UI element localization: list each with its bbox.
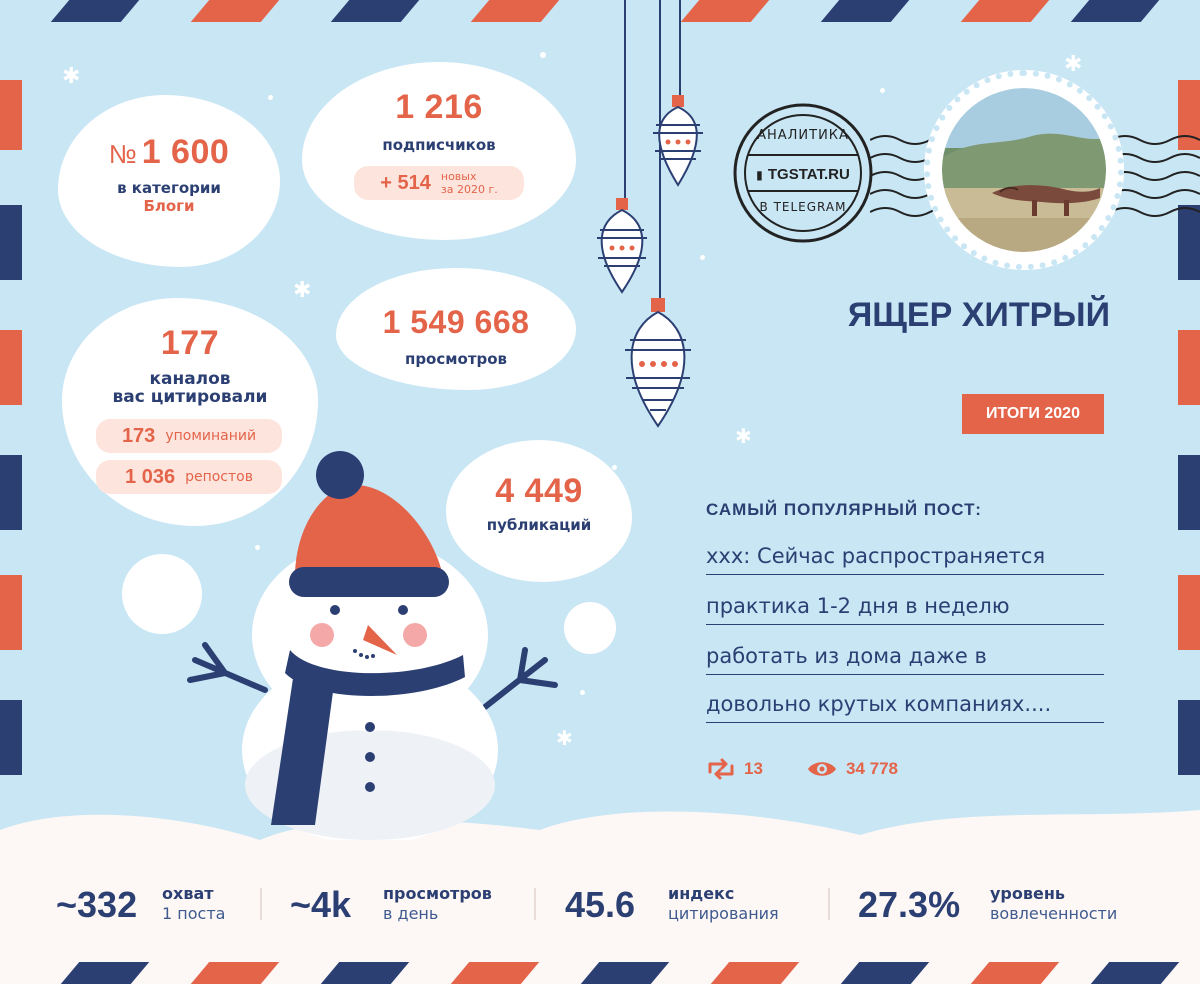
popular-post-heading: САМЫЙ ПОПУЛЯРНЫЙ ПОСТ: <box>706 500 982 519</box>
stat-engagement-label-2: вовлеченности <box>990 904 1118 923</box>
mentions-value: 173 <box>121 424 156 447</box>
subscribers-bubble: 1 216 подписчиков + 514 новых за 2020 г. <box>302 62 576 240</box>
stat-reach-label-2: 1 поста <box>162 904 226 923</box>
subscribers-label: подписчиков <box>382 136 496 154</box>
stats-divider <box>534 888 536 920</box>
snow-dot <box>540 52 546 58</box>
popular-post-reposts-value: 13 <box>744 759 763 778</box>
stat-engagement-value: 27.3% <box>858 884 961 925</box>
stat-citation-index-label-2: цитирования <box>668 904 779 923</box>
mentions-pill: 173 упоминаний <box>96 419 282 453</box>
repost-icon <box>708 758 734 780</box>
postmark-top-text: АНАЛИТИКА <box>757 128 849 143</box>
citations-label-1: каналов <box>149 369 231 389</box>
stat-citation-index-label-1: индекс <box>668 884 735 903</box>
popular-post-views: 34 778 <box>806 758 898 780</box>
stats-divider <box>260 888 262 920</box>
rank-label: в категории <box>117 179 221 197</box>
views-bubble: 1 549 668 просмотров <box>336 268 576 390</box>
snow-dot <box>700 255 705 260</box>
postmark-bottom-text: В TELEGRAM <box>759 200 847 214</box>
popular-post-line-2: практика 1-2 дня в неделю <box>706 594 1104 625</box>
tgstat-postmark: АНАЛИТИКА ▮ TGSTAT.RU В TELEGRAM <box>730 100 876 246</box>
postmark-ring <box>733 103 873 243</box>
stat-daily-views-label-2: в день <box>383 904 439 923</box>
rank-category: Блоги <box>143 197 195 215</box>
stats-divider <box>828 888 830 920</box>
snowball <box>122 554 202 634</box>
citations-label-2: вас цитировали <box>112 387 268 407</box>
stat-engagement-label-1: уровень <box>990 884 1066 903</box>
channel-avatar-stamp <box>924 70 1124 270</box>
snow-ground <box>0 810 1200 984</box>
reposts-pill: 1 036 репостов <box>96 460 282 494</box>
citations-bubble: 177 каналов вас цитировали 173 упоминани… <box>62 298 318 526</box>
mentions-label: упоминаний <box>165 428 257 444</box>
new-subscribers-value: + 514 <box>380 171 431 194</box>
rank-prefix: № <box>108 139 137 169</box>
views-value: 1 549 668 <box>382 304 530 340</box>
postmark-brand-label: TGSTAT.RU <box>767 166 850 183</box>
stat-citation-index-value: 45.6 <box>565 884 636 925</box>
popular-post-line-1: xxx: Сейчас распространяется <box>706 544 1104 575</box>
reposts-value: 1 036 <box>125 465 176 488</box>
rank-bubble: № 1 600 в категории Блоги <box>58 95 280 267</box>
snowflake-icon: ✱ <box>293 278 312 303</box>
publications-label: публикаций <box>486 516 592 534</box>
ornament-icon <box>597 0 703 428</box>
new-subscribers-pill: + 514 новых за 2020 г. <box>354 166 524 200</box>
new-subscribers-label-1: новых <box>440 170 477 183</box>
stat-reach-value: ~332 <box>56 884 138 925</box>
snow-dot <box>580 690 585 695</box>
new-subscribers-label-2: за 2020 г. <box>440 183 498 196</box>
snowflake-icon: ✱ <box>556 726 573 750</box>
reposts-label: репостов <box>185 469 253 485</box>
eye-icon <box>808 762 836 776</box>
views-label: просмотров <box>404 350 508 368</box>
year-results-badge: ИТОГИ 2020 <box>962 394 1104 434</box>
popular-post-line-4: довольно крутых компаниях.... <box>706 692 1104 723</box>
publications-bubble: 4 449 публикаций <box>446 440 632 582</box>
popular-post-line-3: работать из дома даже в <box>706 644 1104 675</box>
snow-dot <box>880 88 885 93</box>
snow-dot <box>255 545 260 550</box>
subscribers-value: 1 216 <box>395 88 483 126</box>
chart-bars-icon: ▮ <box>756 168 763 182</box>
stat-daily-views-value: ~4k <box>290 884 352 925</box>
channel-avatar <box>942 88 1106 252</box>
snow-dot <box>612 465 617 470</box>
publications-value: 4 449 <box>495 472 583 510</box>
snowman-illustration <box>187 451 558 840</box>
snowflake-icon: ✱ <box>735 424 752 448</box>
popular-post-views-value: 34 778 <box>846 759 898 778</box>
channel-name: ЯЩЕР ХИТРЫЙ <box>847 296 1110 334</box>
stat-reach-label-1: охват <box>162 884 214 903</box>
snowflake-icon: ✱ <box>62 64 81 89</box>
stat-daily-views-label-1: просмотров <box>383 884 492 903</box>
postmark-brand: ▮ TGSTAT.RU <box>730 164 876 183</box>
popular-post-reposts: 13 <box>706 758 763 780</box>
snowball <box>564 602 616 654</box>
snow-dot <box>268 95 273 100</box>
snowflake-icon: ✱ <box>1064 52 1083 77</box>
rank-value: 1 600 <box>141 133 230 171</box>
citations-value: 177 <box>160 324 220 362</box>
